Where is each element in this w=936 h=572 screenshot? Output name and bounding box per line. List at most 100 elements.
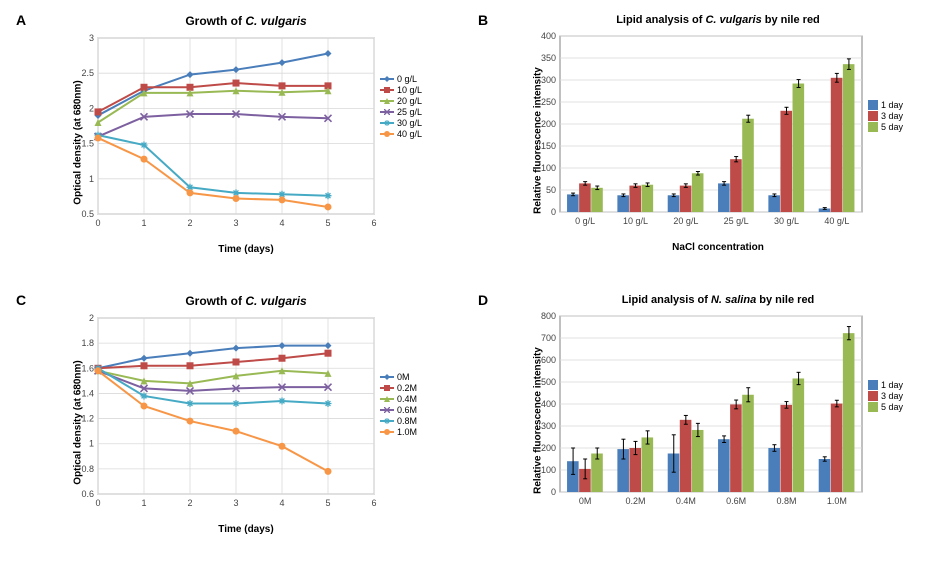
legend-label: 0.2M: [397, 383, 417, 393]
svg-text:6: 6: [371, 498, 376, 508]
svg-text:0.2M: 0.2M: [625, 496, 645, 506]
legend-item: 40 g/L: [380, 129, 422, 139]
legend-label: 0.6M: [397, 405, 417, 415]
panel-label-C: C: [16, 292, 26, 308]
svg-text:2: 2: [89, 313, 94, 323]
panel-label-A: A: [16, 12, 26, 28]
chart-title: Lipid analysis of N. salina by nile red: [518, 294, 918, 306]
svg-text:0.8M: 0.8M: [776, 496, 796, 506]
panel-C: C Growth of C. vulgaris Optical density (a…: [10, 290, 464, 562]
svg-text:1: 1: [141, 498, 146, 508]
legend-item: 20 g/L: [380, 96, 422, 106]
legend-item: 30 g/L: [380, 118, 422, 128]
svg-text:800: 800: [541, 311, 556, 321]
legend-item: 10 g/L: [380, 85, 422, 95]
legend-label: 5 day: [881, 402, 903, 412]
svg-text:1.0M: 1.0M: [827, 496, 847, 506]
legend-item: 0.8M: [380, 416, 417, 426]
svg-text:400: 400: [541, 31, 556, 41]
panel-D: D Lipid analysis of N. salina by nile red…: [472, 290, 926, 562]
line-chart-svg: 0.511.522.530123456: [56, 32, 436, 242]
legend-item: 0M: [380, 372, 417, 382]
panel-A: A Growth of C. vulgaris Optical density (a…: [10, 10, 464, 282]
legend-item: 0.2M: [380, 383, 417, 393]
legend-label: 5 day: [881, 122, 903, 132]
legend-item: 3 day: [868, 111, 903, 121]
svg-text:0.4M: 0.4M: [676, 496, 696, 506]
legend-label: 1 day: [881, 100, 903, 110]
svg-text:0 g/L: 0 g/L: [575, 216, 595, 226]
svg-text:0: 0: [551, 487, 556, 497]
chart-title: Lipid analysis of C. vulgaris by nile re…: [518, 14, 918, 26]
panel-label-B: B: [478, 12, 488, 28]
svg-text:6: 6: [371, 218, 376, 228]
svg-text:40 g/L: 40 g/L: [824, 216, 849, 226]
x-axis-label: Time (days): [56, 524, 436, 535]
chart-title: Growth of C. vulgaris: [56, 294, 436, 308]
svg-text:20 g/L: 20 g/L: [673, 216, 698, 226]
legend-item: 1 day: [868, 100, 903, 110]
figure-grid: A Growth of C. vulgaris Optical density (a…: [10, 10, 926, 562]
y-axis-label: Relative fluorescence intensity: [533, 341, 544, 501]
bar-chart-svg: 01002003004005006007008000M0.2M0.4M0.6M0…: [518, 310, 918, 520]
svg-text:3: 3: [233, 498, 238, 508]
svg-text:3: 3: [233, 218, 238, 228]
legend-label: 0.8M: [397, 416, 417, 426]
svg-text:3: 3: [89, 33, 94, 43]
legend-label: 30 g/L: [397, 118, 422, 128]
legend-item: 0.4M: [380, 394, 417, 404]
legend-item: 0 g/L: [380, 74, 422, 84]
y-axis-label: Optical density (at 680nm): [73, 73, 84, 213]
legend: 1 day3 day5 day: [868, 380, 903, 413]
legend-item: 1.0M: [380, 427, 417, 437]
y-axis-label: Optical density (at 680nm): [73, 353, 84, 493]
legend-label: 40 g/L: [397, 129, 422, 139]
legend-label: 1.0M: [397, 427, 417, 437]
svg-text:4: 4: [279, 498, 284, 508]
svg-text:1: 1: [89, 174, 94, 184]
svg-text:30 g/L: 30 g/L: [774, 216, 799, 226]
legend-item: 25 g/L: [380, 107, 422, 117]
svg-text:0M: 0M: [579, 496, 592, 506]
svg-text:2: 2: [89, 103, 94, 113]
legend: 0M0.2M0.4M0.6M0.8M1.0M: [380, 372, 417, 438]
legend-label: 20 g/L: [397, 96, 422, 106]
x-axis-label: NaCl concentration: [518, 242, 918, 253]
legend-item: 3 day: [868, 391, 903, 401]
legend-label: 25 g/L: [397, 107, 422, 117]
svg-text:10 g/L: 10 g/L: [623, 216, 648, 226]
bar-chart-svg: 0501001502002503003504000 g/L10 g/L20 g/…: [518, 30, 918, 240]
legend-item: 0.6M: [380, 405, 417, 415]
legend-label: 0.4M: [397, 394, 417, 404]
panel-label-D: D: [478, 292, 488, 308]
svg-text:1: 1: [89, 439, 94, 449]
svg-text:0: 0: [95, 498, 100, 508]
svg-text:1: 1: [141, 218, 146, 228]
svg-text:0.6M: 0.6M: [726, 496, 746, 506]
legend-item: 5 day: [868, 402, 903, 412]
legend-item: 5 day: [868, 122, 903, 132]
legend-label: 0M: [397, 372, 410, 382]
svg-text:4: 4: [279, 218, 284, 228]
legend: 1 day3 day5 day: [868, 100, 903, 133]
svg-text:1.8: 1.8: [81, 338, 94, 348]
x-axis-label: Time (days): [56, 244, 436, 255]
svg-text:25 g/L: 25 g/L: [724, 216, 749, 226]
chart-title: Growth of C. vulgaris: [56, 14, 436, 28]
legend-item: 1 day: [868, 380, 903, 390]
legend: 0 g/L10 g/L20 g/L25 g/L30 g/L40 g/L: [380, 74, 422, 140]
svg-text:0: 0: [551, 207, 556, 217]
svg-text:50: 50: [546, 185, 556, 195]
legend-label: 3 day: [881, 391, 903, 401]
panel-B: B Lipid analysis of C. vulgaris by nile r…: [472, 10, 926, 282]
legend-label: 3 day: [881, 111, 903, 121]
legend-label: 10 g/L: [397, 85, 422, 95]
svg-text:2: 2: [187, 498, 192, 508]
svg-text:0: 0: [95, 218, 100, 228]
legend-label: 0 g/L: [397, 74, 417, 84]
legend-label: 1 day: [881, 380, 903, 390]
line-chart-svg: 0.60.811.21.41.61.820123456: [56, 312, 436, 522]
svg-text:5: 5: [325, 218, 330, 228]
svg-text:2: 2: [187, 218, 192, 228]
y-axis-label: Relative fluorescence intensity: [533, 61, 544, 221]
